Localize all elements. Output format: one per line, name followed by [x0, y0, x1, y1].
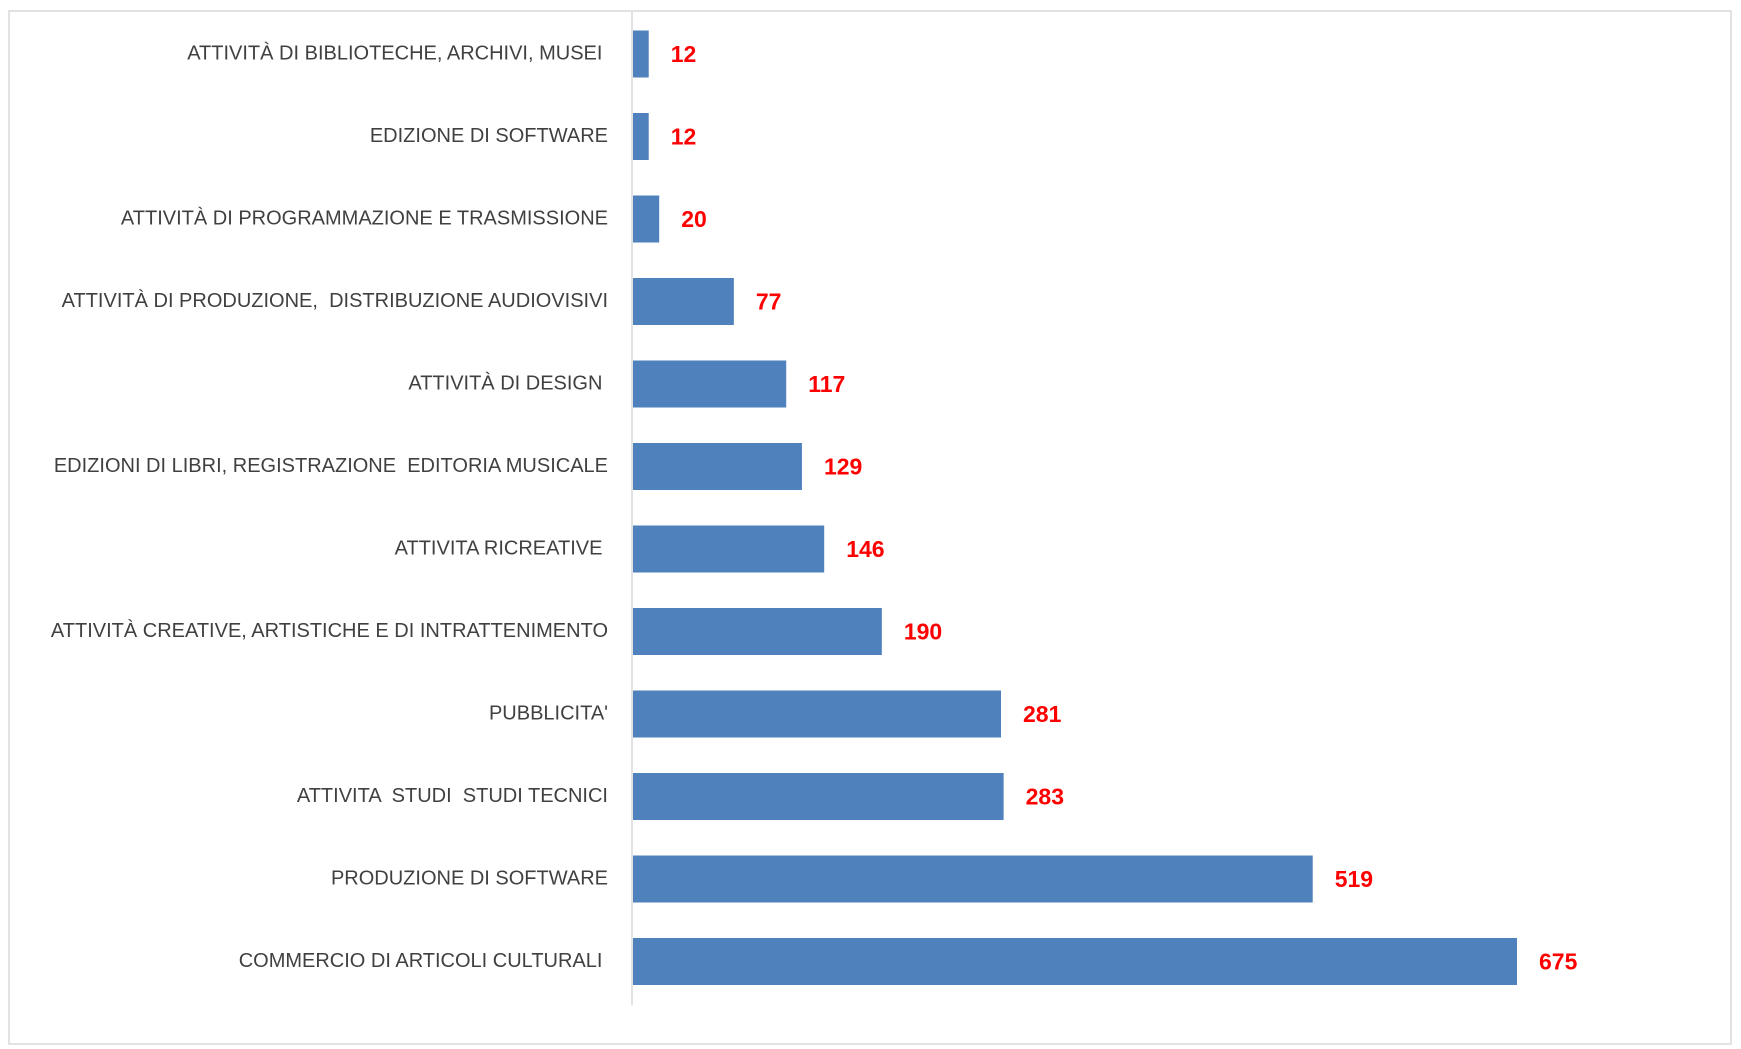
- value-label: 77: [756, 289, 782, 315]
- category-label: ATTIVITA RICREATIVE: [395, 537, 608, 559]
- value-label: 190: [904, 619, 942, 645]
- value-label: 519: [1335, 866, 1373, 892]
- value-label: 283: [1026, 784, 1064, 810]
- value-label: 146: [846, 536, 884, 562]
- category-label: EDIZIONI DI LIBRI, REGISTRAZIONE EDITORI…: [54, 455, 608, 477]
- category-label: PRODUZIONE DI SOFTWARE: [331, 867, 608, 889]
- bar: [633, 195, 660, 243]
- bar: [633, 360, 787, 408]
- category-label: PUBBLICITA': [489, 702, 608, 724]
- category-label: COMMERCIO DI ARTICOLI CULTURALI: [239, 950, 608, 972]
- value-label: 129: [824, 454, 862, 480]
- bar: [633, 938, 1517, 985]
- value-label: 20: [681, 206, 707, 232]
- category-label: ATTIVITA STUDI STUDI TECNICI: [297, 785, 608, 807]
- category-label: EDIZIONE DI SOFTWARE: [370, 125, 608, 147]
- bar: [633, 690, 1002, 738]
- value-label: 12: [671, 124, 697, 150]
- bar: [633, 443, 802, 490]
- bar: [633, 773, 1004, 820]
- bar: [633, 278, 734, 325]
- bar: [633, 608, 882, 655]
- category-label: ATTIVITÀ DI BIBLIOTECHE, ARCHIVI, MUSEI: [187, 41, 608, 64]
- value-label: 281: [1023, 701, 1062, 727]
- category-label: ATTIVITÀ DI PRODUZIONE, DISTRIBUZIONE AU…: [62, 289, 608, 312]
- value-label: 117: [808, 371, 845, 397]
- category-label: ATTIVITÀ DI DESIGN: [408, 371, 608, 394]
- category-label: ATTIVITÀ DI PROGRAMMAZIONE E TRASMISSION…: [121, 206, 608, 229]
- value-label: 675: [1539, 949, 1578, 975]
- bar: [633, 855, 1313, 903]
- category-label: ATTIVITÀ CREATIVE, ARTISTICHE E DI INTRA…: [51, 619, 608, 642]
- bar: [633, 30, 649, 78]
- bar: [633, 113, 649, 160]
- bar: [633, 525, 825, 573]
- value-label: 12: [671, 41, 697, 67]
